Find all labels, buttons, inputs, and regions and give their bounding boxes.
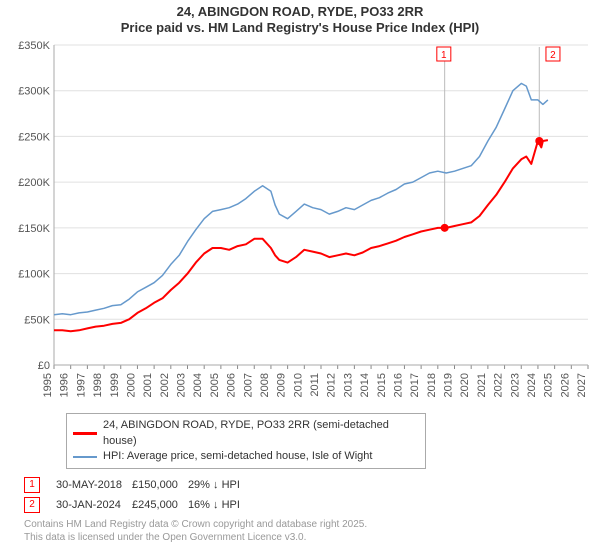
svg-text:2006: 2006 xyxy=(226,373,238,397)
legend-swatch xyxy=(73,432,97,435)
svg-text:2011: 2011 xyxy=(309,373,321,397)
svg-text:2005: 2005 xyxy=(209,373,221,397)
legend-row: 24, ABINGDON ROAD, RYDE, PO33 2RR (semi-… xyxy=(73,418,419,449)
footer-line-2: This data is licensed under the Open Gov… xyxy=(24,532,586,545)
title-line-1: 24, ABINGDON ROAD, RYDE, PO33 2RR xyxy=(6,4,594,20)
svg-text:2012: 2012 xyxy=(326,373,338,397)
legend-row: HPI: Average price, semi-detached house,… xyxy=(73,449,419,464)
chart-title: 24, ABINGDON ROAD, RYDE, PO33 2RR Price … xyxy=(6,4,594,35)
line-chart: £0 £50K £100K £150K £200K £250K £300K £350K 1995… xyxy=(6,39,594,409)
svg-text:2015: 2015 xyxy=(376,373,388,397)
svg-text:2001: 2001 xyxy=(142,373,154,397)
svg-text:2014: 2014 xyxy=(359,373,371,397)
svg-text:2024: 2024 xyxy=(526,373,538,397)
svg-text:2018: 2018 xyxy=(426,373,438,397)
svg-text:2004: 2004 xyxy=(192,373,204,397)
svg-text:2021: 2021 xyxy=(476,373,488,397)
legend: 24, ABINGDON ROAD, RYDE, PO33 2RR (semi-… xyxy=(66,413,426,469)
svg-text:1997: 1997 xyxy=(75,373,87,397)
legend-swatch xyxy=(73,456,97,458)
svg-text:1998: 1998 xyxy=(92,373,104,397)
svg-text:2008: 2008 xyxy=(259,373,271,397)
annotation-marker: 2 xyxy=(24,497,40,513)
legend-label: 24, ABINGDON ROAD, RYDE, PO33 2RR (semi-… xyxy=(103,418,419,449)
annotation-marker: 1 xyxy=(24,477,40,493)
annotation-row: 130-MAY-2018£150,00029% ↓ HPI xyxy=(24,475,250,495)
svg-text:2007: 2007 xyxy=(242,373,254,397)
svg-text:2019: 2019 xyxy=(443,373,455,397)
svg-text:2027: 2027 xyxy=(576,373,588,397)
svg-text:2003: 2003 xyxy=(176,373,188,397)
chart-page: 24, ABINGDON ROAD, RYDE, PO33 2RR Price … xyxy=(0,0,600,560)
annotation-row: 230-JAN-2024£245,00016% ↓ HPI xyxy=(24,495,250,515)
svg-text:£150K: £150K xyxy=(18,223,50,235)
svg-text:£300K: £300K xyxy=(18,86,50,98)
svg-text:1995: 1995 xyxy=(42,373,54,397)
svg-text:2020: 2020 xyxy=(459,373,471,397)
svg-text:2013: 2013 xyxy=(342,373,354,397)
svg-text:2023: 2023 xyxy=(509,373,521,397)
footer-note: Contains HM Land Registry data © Crown c… xyxy=(24,519,586,544)
svg-text:2002: 2002 xyxy=(159,373,171,397)
svg-text:£250K: £250K xyxy=(18,132,50,144)
svg-text:£50K: £50K xyxy=(24,314,50,326)
annotations-table: 130-MAY-2018£150,00029% ↓ HPI230-JAN-202… xyxy=(24,475,250,515)
svg-text:£200K: £200K xyxy=(18,177,50,189)
svg-text:£350K: £350K xyxy=(18,40,50,52)
title-line-2: Price paid vs. HM Land Registry's House … xyxy=(6,20,594,36)
svg-text:2009: 2009 xyxy=(276,373,288,397)
svg-text:2026: 2026 xyxy=(559,373,571,397)
svg-text:2: 2 xyxy=(550,50,556,61)
svg-text:1999: 1999 xyxy=(109,373,121,397)
svg-text:2017: 2017 xyxy=(409,373,421,397)
svg-text:2010: 2010 xyxy=(292,373,304,397)
legend-label: HPI: Average price, semi-detached house,… xyxy=(103,449,372,464)
svg-text:2022: 2022 xyxy=(493,373,505,397)
svg-text:2000: 2000 xyxy=(125,373,137,397)
svg-text:1: 1 xyxy=(441,50,447,61)
svg-text:£100K: £100K xyxy=(18,269,50,281)
svg-text:2016: 2016 xyxy=(392,373,404,397)
footer-line-1: Contains HM Land Registry data © Crown c… xyxy=(24,519,586,532)
svg-text:1996: 1996 xyxy=(59,373,71,397)
svg-text:£0: £0 xyxy=(38,360,50,372)
svg-text:2025: 2025 xyxy=(543,373,555,397)
